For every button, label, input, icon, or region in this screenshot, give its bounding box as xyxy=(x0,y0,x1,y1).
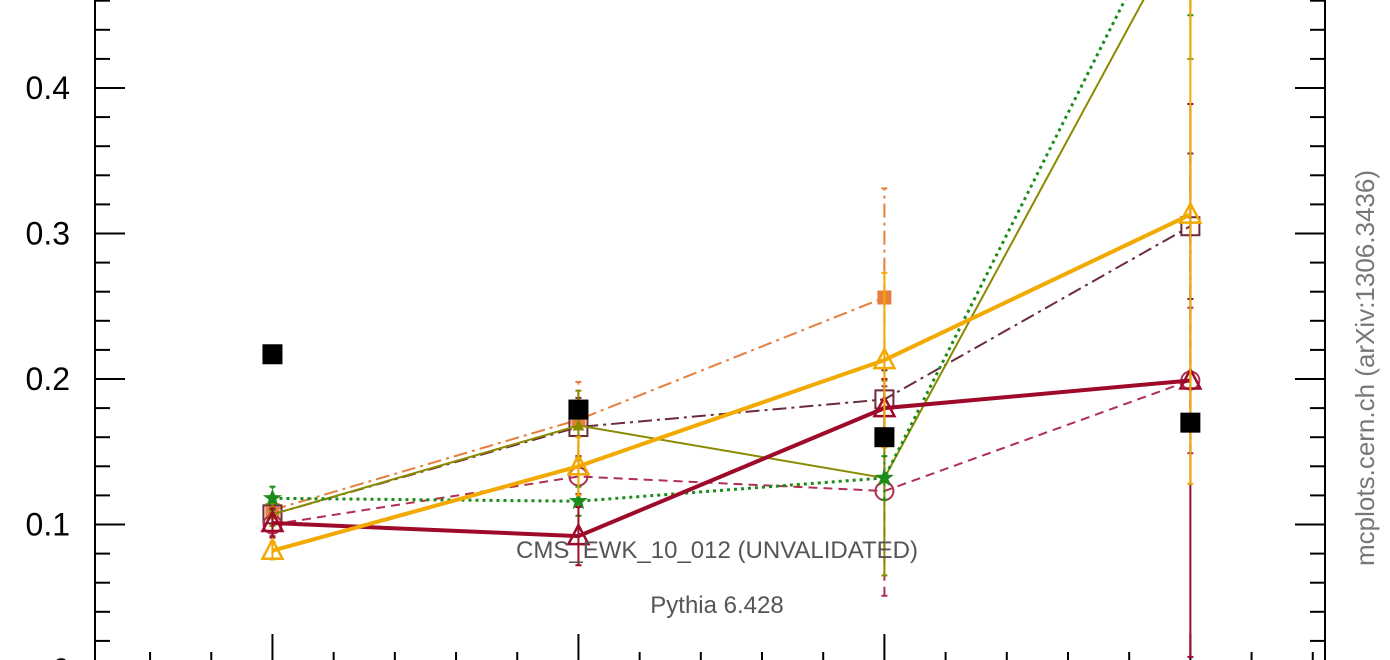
y-axis-tick-labels: 0 0.1 0.2 0.3 0.4 xyxy=(26,70,70,660)
data-point xyxy=(1180,412,1201,433)
annotation-analysis: CMS_EWK_10_012 (UNVALIDATED) xyxy=(516,537,918,564)
annotation-generator: Pythia 6.428 xyxy=(650,592,783,619)
marker-open-triangle xyxy=(1178,200,1203,224)
marker-star xyxy=(262,488,282,507)
data-point xyxy=(262,344,283,365)
series-line xyxy=(272,0,1145,516)
marker-open-triangle xyxy=(872,346,897,370)
marker-open-triangle xyxy=(260,537,285,560)
series-4 xyxy=(262,0,1194,517)
y-tick-label: 0.2 xyxy=(26,361,70,397)
data-points-layer xyxy=(262,344,1201,448)
plot-frame xyxy=(94,0,1326,660)
y-tick-label: 0 xyxy=(52,652,70,660)
y-tick-label: 0.1 xyxy=(26,507,70,543)
y-axis-ticks xyxy=(95,0,1325,642)
series-line xyxy=(272,0,1127,503)
watermark: mcplots.cern.ch (arXiv:1306.3436) xyxy=(1350,170,1380,566)
marker-open-triangle xyxy=(566,522,591,546)
series-line xyxy=(271,212,1192,553)
series-line xyxy=(272,379,1191,526)
series-3 xyxy=(266,0,1194,577)
data-point xyxy=(568,399,589,420)
series-6 xyxy=(260,0,1203,561)
marker-star xyxy=(874,467,894,487)
marker-star xyxy=(568,491,588,510)
data-point xyxy=(874,427,895,448)
marker-open-triangle xyxy=(566,452,591,476)
marker-small-triangle xyxy=(572,419,585,431)
series-line xyxy=(272,378,1191,539)
x-axis-ticks xyxy=(149,634,1314,660)
y-tick-label: 0.3 xyxy=(26,216,70,252)
series-layer xyxy=(260,0,1203,658)
series-5 xyxy=(260,103,1203,658)
marker-open-triangle xyxy=(260,509,285,533)
y-tick-label: 0.4 xyxy=(26,70,70,106)
